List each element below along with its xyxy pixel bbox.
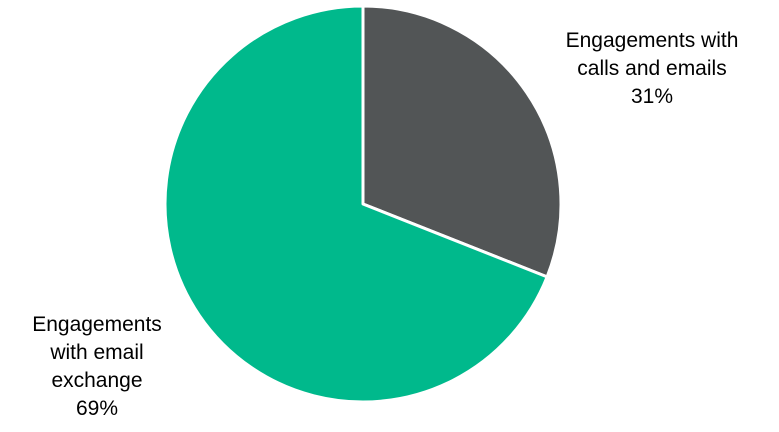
pie-slices xyxy=(163,4,563,404)
slice-category-label: exchange xyxy=(51,369,142,392)
slice-label-2: Engagements with email exchange 69% xyxy=(32,313,162,420)
slice-value-label: 69% xyxy=(76,397,118,420)
pie-slice-1 xyxy=(361,4,563,279)
slice-category-label: with email xyxy=(49,341,143,364)
slice-category-label: Engagements with xyxy=(566,29,739,52)
slice-labels: Engagements with calls and emails 31%Engag… xyxy=(32,29,738,420)
slice-category-label: Engagements xyxy=(32,313,162,336)
slice-category-label: calls and emails xyxy=(577,57,726,80)
slice-label-1: Engagements with calls and emails 31% xyxy=(566,29,739,108)
slice-value-label: 31% xyxy=(631,85,673,108)
pie-slice-2 xyxy=(163,4,549,404)
